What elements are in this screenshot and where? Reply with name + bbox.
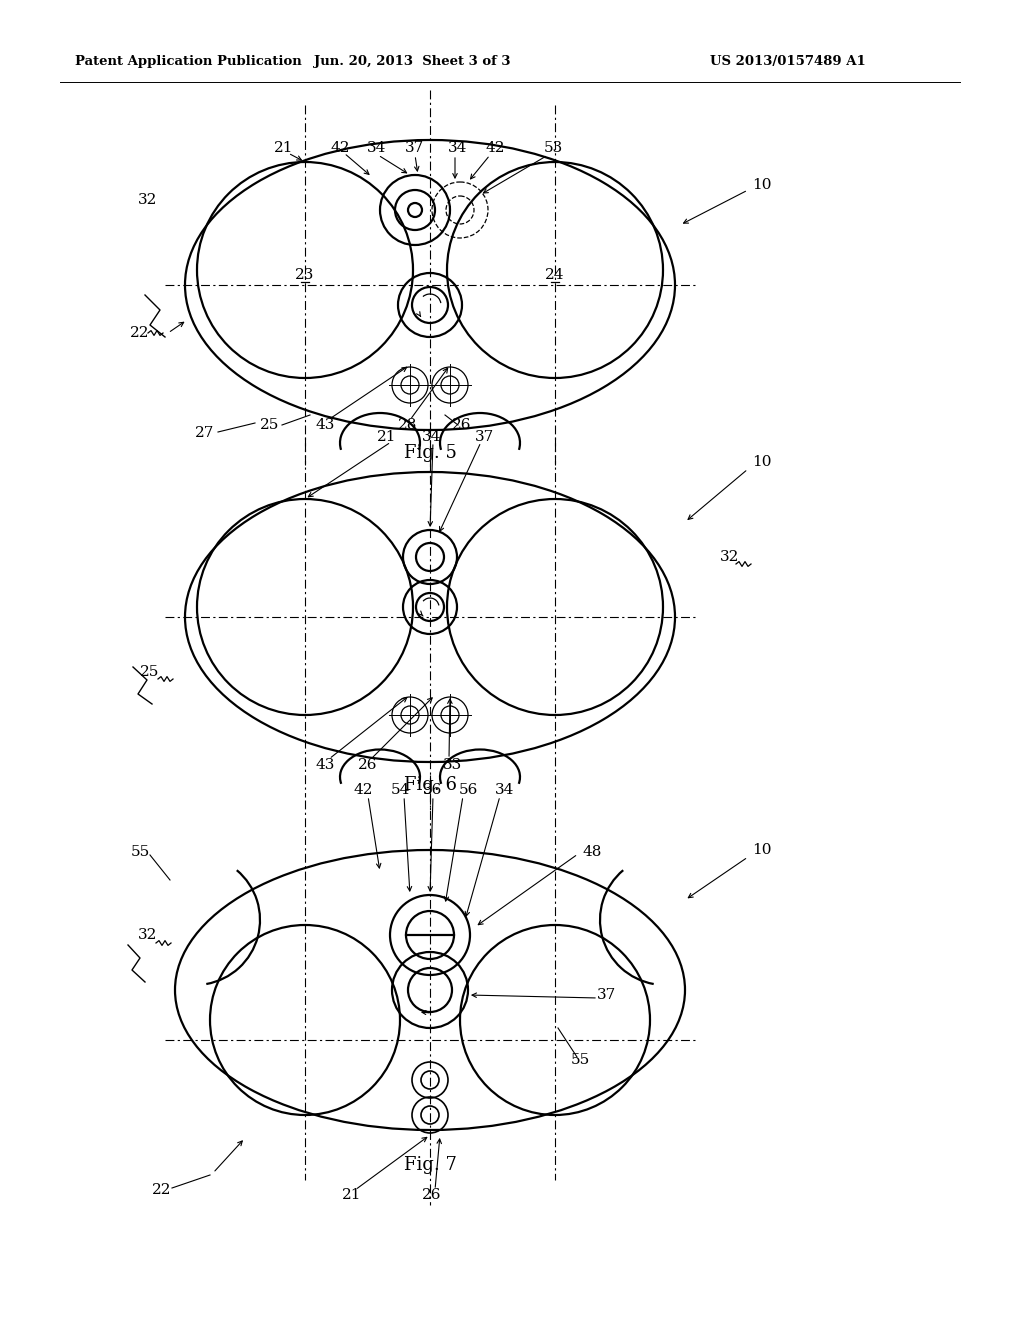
Text: 25: 25 (140, 665, 160, 678)
Text: 37: 37 (596, 987, 615, 1002)
Text: 42: 42 (331, 141, 350, 154)
Text: 34: 34 (368, 141, 387, 154)
Text: Jun. 20, 2013  Sheet 3 of 3: Jun. 20, 2013 Sheet 3 of 3 (313, 55, 510, 69)
Text: 37: 37 (406, 141, 425, 154)
Text: 26: 26 (422, 1188, 441, 1203)
Text: 32: 32 (138, 193, 158, 207)
Text: 23: 23 (295, 268, 314, 282)
Text: 56: 56 (459, 783, 477, 797)
Text: 21: 21 (377, 430, 396, 444)
Text: 21: 21 (274, 141, 294, 154)
Text: 36: 36 (423, 783, 442, 797)
Text: 48: 48 (583, 845, 602, 859)
Text: 21: 21 (342, 1188, 361, 1203)
Text: 22: 22 (130, 326, 150, 341)
Text: US 2013/0157489 A1: US 2013/0157489 A1 (710, 55, 865, 69)
Text: 42: 42 (485, 141, 505, 154)
Text: 55: 55 (130, 845, 150, 859)
Text: 10: 10 (753, 843, 772, 857)
Text: 43: 43 (315, 758, 335, 772)
Text: Fig. 5: Fig. 5 (403, 444, 457, 462)
Text: Fig. 6: Fig. 6 (403, 776, 457, 795)
Text: Fig. 7: Fig. 7 (403, 1156, 457, 1173)
Text: 27: 27 (196, 426, 215, 440)
Text: 34: 34 (496, 783, 515, 797)
Text: 33: 33 (443, 758, 463, 772)
Text: 37: 37 (475, 430, 495, 444)
Text: 43: 43 (315, 418, 335, 432)
Text: 28: 28 (398, 418, 418, 432)
Text: Patent Application Publication: Patent Application Publication (75, 55, 302, 69)
Text: 10: 10 (753, 178, 772, 191)
Text: 34: 34 (449, 141, 468, 154)
Text: 10: 10 (753, 455, 772, 469)
Text: 32: 32 (138, 928, 158, 942)
Text: 22: 22 (153, 1183, 172, 1197)
Text: 34: 34 (422, 430, 441, 444)
Text: 55: 55 (570, 1053, 590, 1067)
Text: 26: 26 (358, 758, 378, 772)
Text: 42: 42 (353, 783, 373, 797)
Text: 54: 54 (390, 783, 410, 797)
Text: 24: 24 (545, 268, 565, 282)
Text: 25: 25 (260, 418, 280, 432)
Text: 32: 32 (720, 550, 739, 564)
Text: 26: 26 (453, 418, 472, 432)
Text: 53: 53 (544, 141, 562, 154)
